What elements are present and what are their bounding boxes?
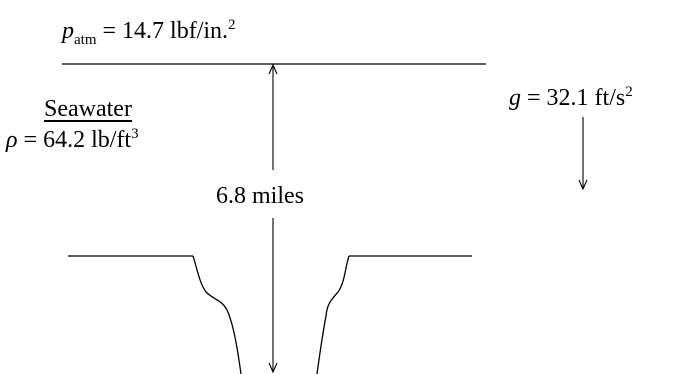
- trench-left-wall: [192, 255, 242, 374]
- pressure-value: = 14.7 lbf/in.: [96, 18, 229, 44]
- density-exponent: 3: [131, 126, 139, 142]
- depth-arrow-top-head: [268, 63, 278, 75]
- pressure-exponent: 2: [228, 17, 236, 33]
- depth-arrow-bottom-head: [268, 362, 278, 374]
- atmospheric-pressure-label: patm = 14.7 lbf/in.2: [62, 17, 236, 48]
- pressure-symbol: p: [62, 18, 74, 44]
- gravity-symbol: g: [509, 85, 521, 111]
- gravity-value: = 32.1 ft/s: [521, 85, 626, 111]
- gravity-exponent: 2: [625, 84, 633, 100]
- pressure-subscript: atm: [74, 32, 97, 48]
- density-value: = 64.2 lb/ft: [17, 127, 132, 153]
- gravity-arrow-head: [578, 179, 588, 191]
- trench-right-wall: [316, 255, 350, 374]
- fluid-name-label: Seawater: [44, 96, 132, 122]
- density-symbol: ρ: [6, 127, 18, 153]
- density-label: ρ = 64.2 lb/ft3: [6, 126, 139, 153]
- gravity-label: g = 32.1 ft/s2: [509, 84, 633, 111]
- depth-label: 6.8 miles: [216, 183, 304, 209]
